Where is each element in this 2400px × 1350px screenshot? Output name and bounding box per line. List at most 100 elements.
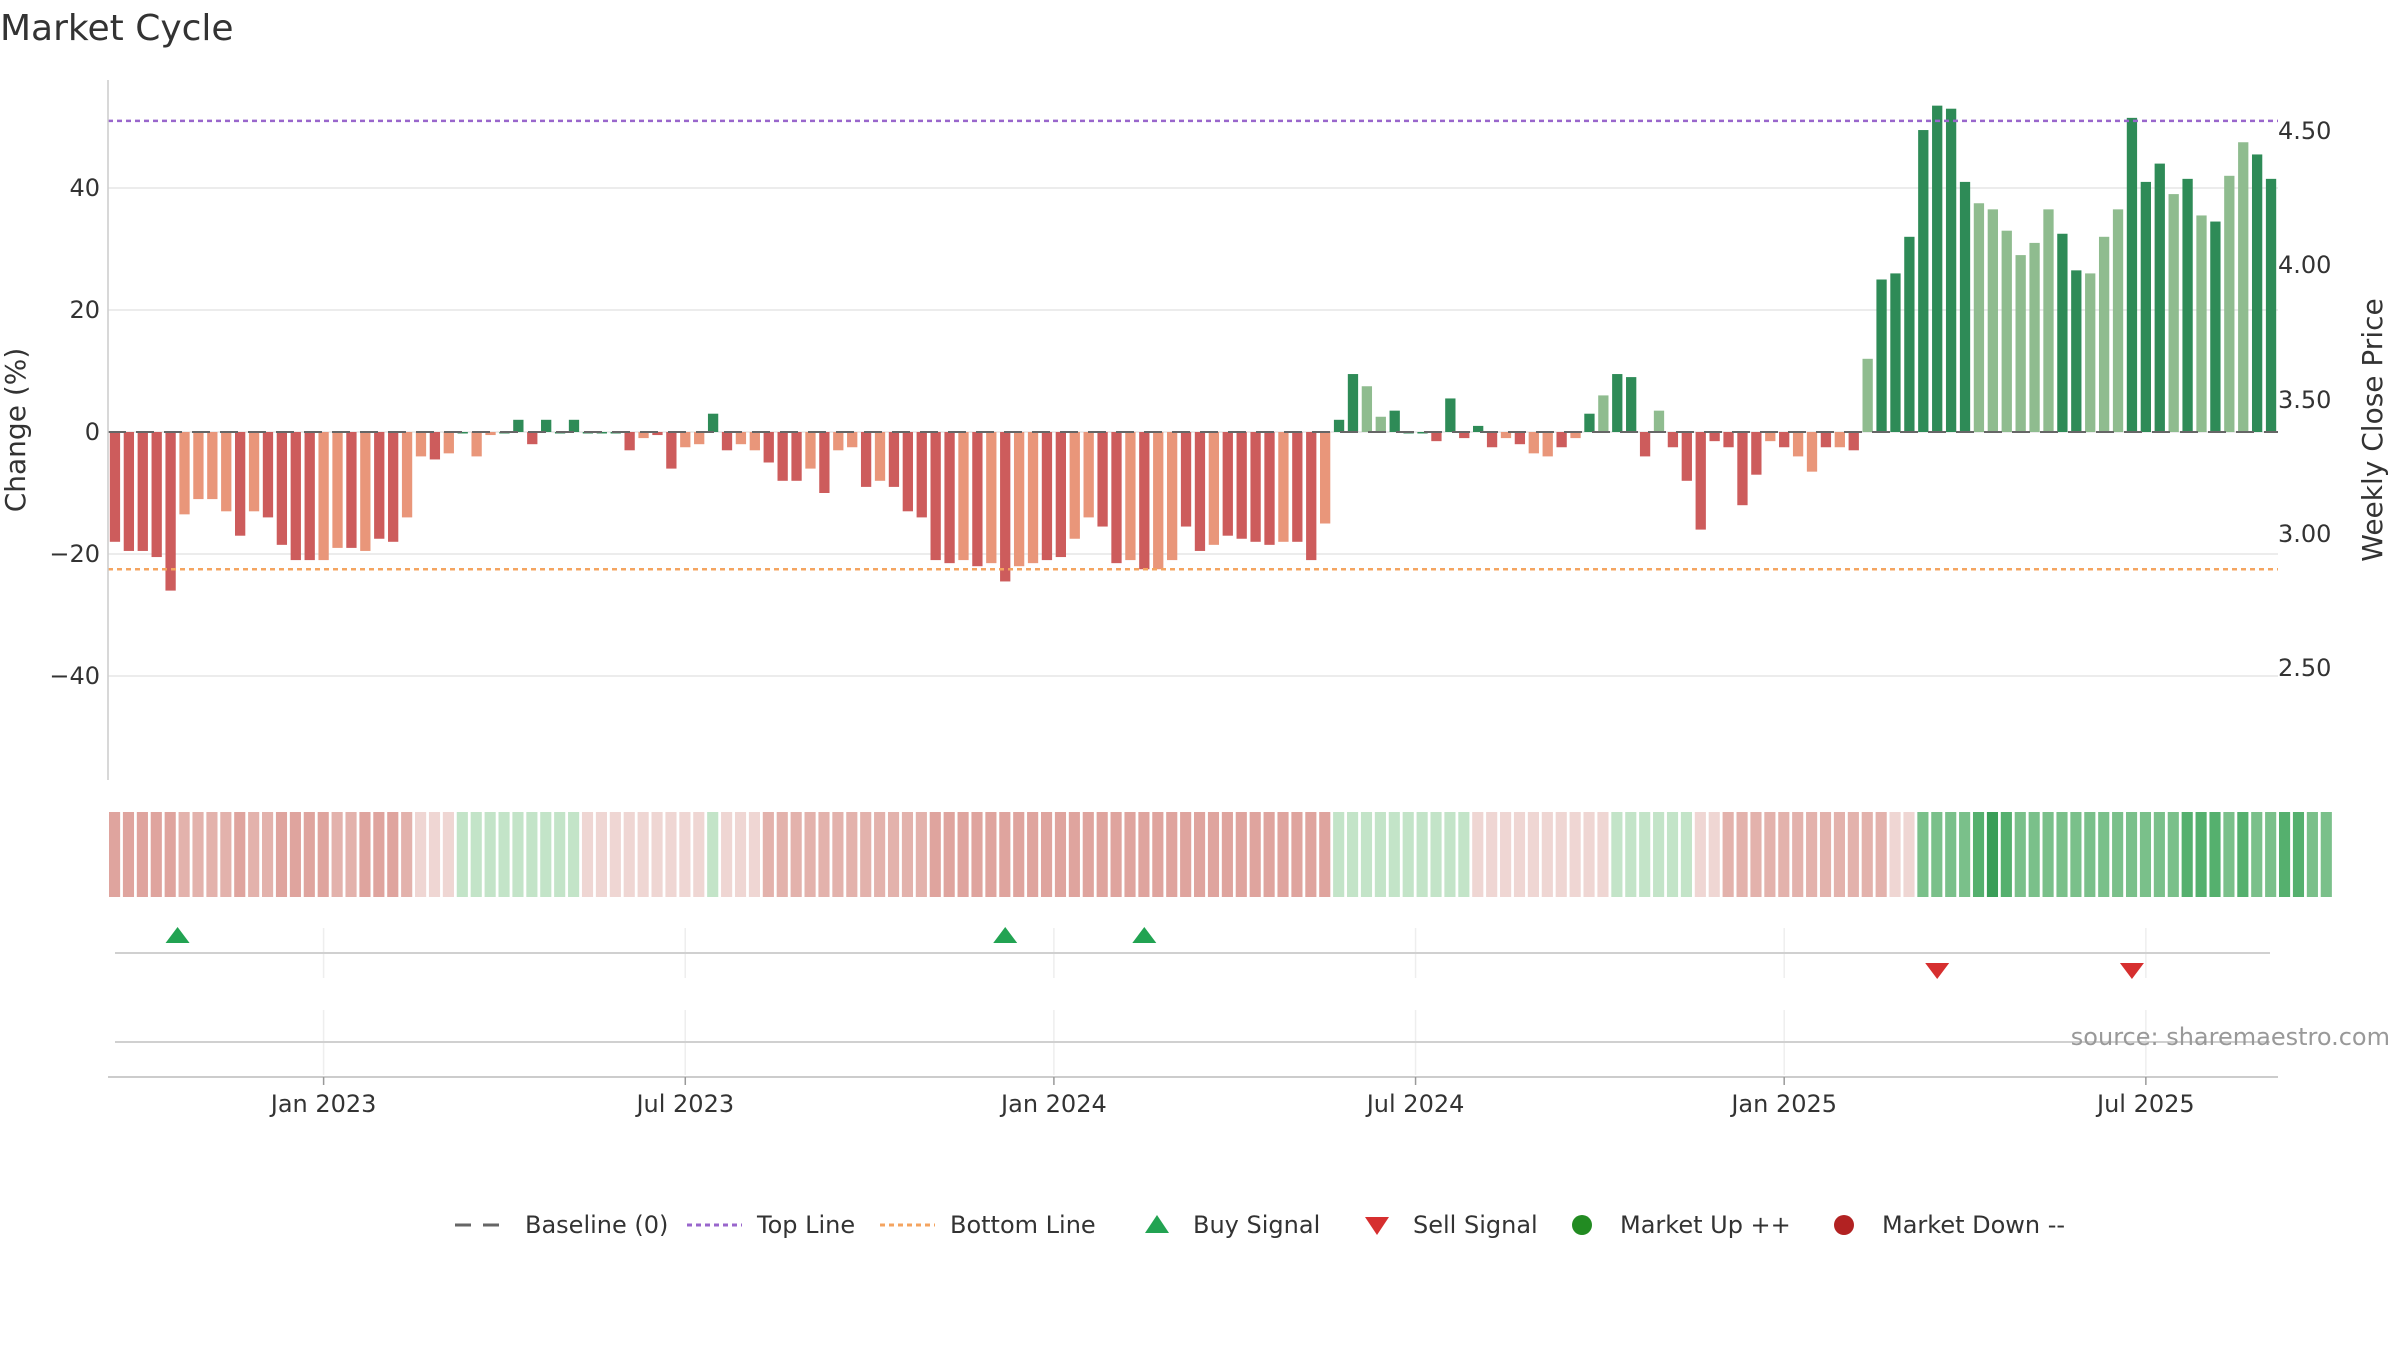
change-bar [1347,374,1359,432]
change-bar [1153,432,1164,570]
change-bar [1500,432,1512,439]
change-bar [471,432,482,457]
change-bar [1431,432,1442,442]
heat-cell [1472,812,1484,897]
change-bar [1737,432,1748,506]
heat-cell [1207,812,1220,897]
heat-cell [1861,812,1873,897]
change-bar [457,432,468,434]
heat-cell [609,812,621,897]
change-bar [1556,432,1567,448]
change-bar [2265,178,2277,432]
heat-strip [109,812,2332,897]
heat-cell [1416,812,1428,897]
change-bar [443,432,454,454]
change-bar [2015,255,2026,432]
change-bar [2168,194,2179,432]
heat-cell [206,812,218,897]
heat-cell [985,812,997,897]
heat-cell [1583,812,1595,897]
heat-cell [651,812,663,897]
change-bar [388,432,399,542]
heat-cell [1945,812,1957,897]
heat-cell [2279,812,2291,897]
heat-cell [1013,812,1025,897]
change-bar [1514,432,1526,445]
heat-cell [1374,812,1386,897]
legend-item-bottom: Bottom Line [880,1211,1096,1239]
legend-item-up: Market Up ++ [1572,1211,1791,1239]
heat-cell [1277,812,1289,897]
change-bar [1904,236,1915,432]
legend-label: Baseline (0) [525,1211,668,1239]
heat-cell [498,812,510,897]
heat-cell [1792,812,1804,897]
heat-cell [2223,812,2235,897]
heat-cell [1235,812,1247,897]
y2-tick-label: 3.50 [2278,386,2331,414]
change-bar [1013,432,1025,567]
change-bar [1862,358,1873,432]
change-bar [1792,432,1804,457]
heat-cell [387,812,399,897]
heat-cell [943,812,955,897]
heat-cell [512,812,524,897]
heat-cell [1333,812,1345,897]
change-bar [2071,270,2082,432]
change-bar [1166,432,1178,561]
heat-cell [234,812,246,897]
change-bar [1820,432,1832,448]
change-bar [1681,432,1692,481]
heat-cell [1708,812,1720,897]
heat-cell [1054,812,1067,897]
change-bar [485,432,496,436]
change-bar [874,432,886,481]
change-bar [541,419,552,432]
change-bar [290,432,301,561]
heat-cell [2306,812,2318,897]
change-bar [262,432,274,518]
heat-cell [136,812,148,897]
heat-cell [2181,812,2193,897]
change-bar [1111,432,1122,564]
heat-cell [1778,812,1790,897]
heat-cell [178,812,190,897]
change-bar [1069,432,1080,539]
heat-cell [2042,812,2054,897]
change-bar [1375,416,1386,432]
change-bar [1194,432,1206,551]
change-bar [680,432,691,448]
heat-cell [1597,812,1609,897]
heat-cell [1319,812,1331,897]
buy-signal-marker [165,927,190,943]
change-bar [1139,432,1150,570]
heat-cell [623,812,635,897]
change-bar [401,432,413,518]
heat-cell [150,812,162,897]
heat-cell [1096,812,1108,897]
legend-item-buy: Buy Signal [1145,1211,1320,1239]
heat-cell [957,812,969,897]
heat-cell [1694,812,1706,897]
change-bar [916,432,927,518]
heat-cell [1750,812,1762,897]
heat-cell [442,812,454,897]
change-bar [958,432,969,561]
change-bar [415,432,427,457]
heat-cell [1917,812,1929,897]
heat-cell [2000,812,2012,897]
legend-swatch [1834,1215,1854,1235]
change-bar [2126,117,2138,432]
change-bar [972,432,983,567]
reference-lines [108,119,2278,571]
change-bar [1389,410,1400,432]
change-bar [109,432,121,542]
heat-cell [1249,812,1261,897]
change-bar [374,432,385,539]
change-bar [1973,203,1985,432]
heat-cell [2237,812,2249,897]
heat-cell [1959,812,1971,897]
heat-cell [1555,812,1567,897]
heat-cell [2265,812,2277,897]
heat-cell [1639,812,1651,897]
